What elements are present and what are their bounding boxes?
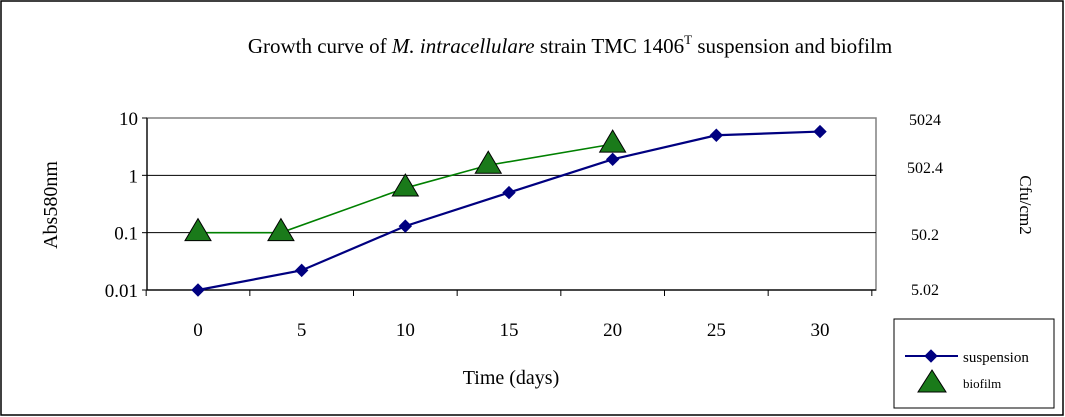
y2-tick-label: 5.02 — [911, 282, 939, 299]
data-point-biofilm — [474, 150, 503, 174]
y-axis: 10 1 0.1 0.01 — [105, 109, 148, 302]
legend-box — [893, 318, 1055, 409]
x-tick-label: 15 — [500, 320, 519, 341]
y2-axis-label: Cfu/cm2 — [1016, 175, 1035, 235]
y-tick-label: 1 — [129, 166, 139, 187]
y2-tick-label: 5024 — [909, 112, 941, 129]
y-tick-label: 0.01 — [105, 281, 138, 302]
data-point-biofilm — [184, 217, 212, 242]
x-tick-label: 30 — [811, 320, 830, 341]
y2-tick-label: 502.4 — [907, 160, 943, 177]
legend-label-suspension: suspension — [963, 350, 1029, 366]
plot-area — [146, 117, 877, 291]
data-point-biofilm — [267, 217, 295, 242]
chart-title: Growth curve of M. intracellulare strain… — [248, 32, 892, 58]
chart-title-mid: strain TMC 1406 — [535, 34, 685, 58]
y-tick-label: 0.1 — [114, 224, 138, 245]
data-point-suspension — [813, 124, 827, 139]
y2-tick-label: 50.2 — [911, 227, 939, 244]
y2-axis: 5024 502.4 50.2 5.02 — [907, 112, 943, 299]
x-tick-label: 20 — [603, 320, 622, 341]
data-point-suspension — [605, 152, 620, 167]
x-tick-label: 25 — [707, 320, 726, 341]
chart-title-suffix: suspension and biofilm — [692, 34, 892, 58]
x-axis-label: Time (days) — [463, 367, 559, 389]
x-axis: 0 5 10 15 20 25 30 — [145, 289, 876, 341]
chart-title-prefix: Growth curve of — [248, 34, 392, 58]
x-tick-label: 10 — [396, 320, 415, 341]
x-tick-label: 0 — [193, 320, 203, 341]
data-point-suspension — [398, 219, 413, 233]
legend: suspension biofilm — [893, 318, 1055, 409]
x-tick-label: 5 — [297, 320, 307, 341]
y-axis-label: Abs580nm — [40, 161, 62, 249]
legend-marker-biofilm — [917, 369, 947, 393]
data-point-suspension — [294, 263, 309, 278]
y-tick-label: 10 — [119, 109, 138, 130]
data-point-suspension — [502, 185, 516, 200]
data-point-biofilm — [598, 129, 627, 153]
chart-title-sup: T — [684, 32, 692, 47]
legend-marker-suspension — [924, 349, 938, 363]
data-point-biofilm — [391, 173, 420, 197]
legend-label-biofilm: biofilm — [963, 376, 1001, 391]
data-point-suspension — [191, 283, 205, 297]
chart-title-species: M. intracellulare — [391, 34, 535, 58]
data-point-suspension — [709, 128, 724, 142]
series-layer — [184, 124, 827, 297]
